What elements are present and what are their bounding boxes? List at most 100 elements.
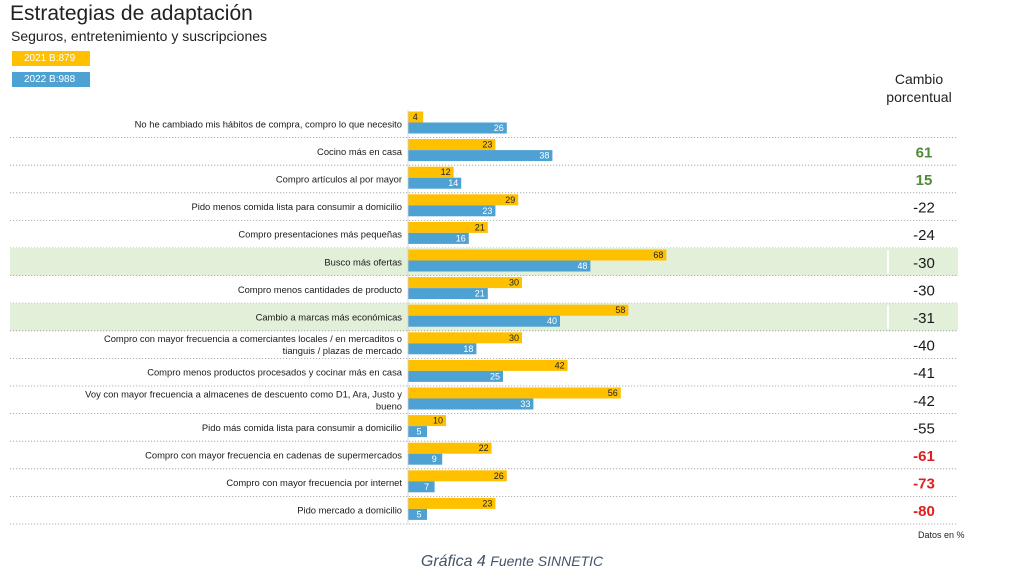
bar-2021 xyxy=(408,415,446,427)
bar-2022 xyxy=(408,343,477,355)
change-value: -73 xyxy=(913,476,935,493)
legend-item-2022: 2022 B:988 xyxy=(12,72,90,87)
category-label: Compro con mayor frecuencia en cadenas d… xyxy=(145,450,402,461)
change-value: -30 xyxy=(913,282,935,299)
category-label: Compro menos cantidades de producto xyxy=(238,284,402,295)
data-label-2021: 42 xyxy=(555,360,565,370)
category-label: Pido menos comida lista para consumir a … xyxy=(191,201,402,212)
bar-2022 xyxy=(408,288,488,300)
change-value: -41 xyxy=(913,365,935,382)
bar-2021 xyxy=(408,442,492,454)
data-label-2021: 29 xyxy=(505,195,515,205)
bar-2021 xyxy=(408,387,621,399)
data-label-2022: 33 xyxy=(520,399,530,409)
data-label-2022: 9 xyxy=(432,454,437,464)
change-value: -22 xyxy=(913,200,935,217)
data-label-2021: 12 xyxy=(441,167,451,177)
bar-2021 xyxy=(408,111,424,123)
bar-2021 xyxy=(408,194,519,206)
change-value: -80 xyxy=(913,503,935,520)
bar-2022 xyxy=(408,453,443,465)
bar-2022 xyxy=(408,370,503,382)
data-label-2022: 40 xyxy=(547,316,557,326)
caption-source: Fuente SINNETIC xyxy=(490,553,604,569)
bar-2021 xyxy=(408,277,522,289)
category-label: Voy con mayor frecuencia a almacenes de … xyxy=(85,388,402,411)
chart-subtitle: Seguros, entretenimiento y suscripciones xyxy=(11,28,268,44)
category-label: Compro con mayor frecuencia por internet xyxy=(226,477,402,488)
change-value: 61 xyxy=(916,144,933,161)
data-label-2022: 26 xyxy=(494,123,504,133)
data-label-2022: 16 xyxy=(456,233,466,243)
data-label-2022: 23 xyxy=(482,206,492,216)
bar-2022 xyxy=(408,122,507,134)
category-label: No he cambiado mis hábitos de compra, co… xyxy=(135,118,402,129)
change-header-line-1: Cambio xyxy=(894,71,944,87)
change-value: 15 xyxy=(916,172,933,189)
change-value: -30 xyxy=(913,255,935,272)
data-label-2021: 10 xyxy=(433,416,443,426)
figure-caption: Gráfica 4 Fuente SINNETIC xyxy=(0,553,1024,571)
data-label-2021: 68 xyxy=(653,250,663,260)
category-label: Pido mercado a domicilio xyxy=(297,505,402,516)
bar-2022 xyxy=(408,232,469,244)
category-label: Compro presentaciones más pequeñas xyxy=(238,229,402,240)
bar-2021 xyxy=(408,470,507,482)
category-label: Compro artículos al por mayor xyxy=(276,174,402,185)
bar-2021 xyxy=(408,249,667,261)
data-label-2021: 58 xyxy=(615,305,625,315)
data-label-2022: 48 xyxy=(577,261,587,271)
bar-2021 xyxy=(408,304,629,316)
chart-title: Estrategias de adaptación xyxy=(10,2,253,25)
bar-2022 xyxy=(408,315,560,327)
data-label-2021: 21 xyxy=(475,222,485,232)
data-label-2021: 22 xyxy=(479,443,489,453)
bar-2022 xyxy=(408,260,591,272)
change-value: -55 xyxy=(913,420,935,437)
bar-2022 xyxy=(408,481,435,493)
bar-2022 xyxy=(408,426,427,438)
bar-2021 xyxy=(408,497,496,509)
bar-2021 xyxy=(408,139,496,151)
category-label: Compro con mayor frecuencia a comerciant… xyxy=(104,333,402,356)
bar-2022 xyxy=(408,205,496,217)
data-label-2021: 30 xyxy=(509,333,519,343)
bar-2021 xyxy=(408,166,454,178)
data-label-2022: 7 xyxy=(424,482,429,492)
change-value: -40 xyxy=(913,338,935,355)
data-label-2021: 56 xyxy=(608,388,618,398)
category-label: Cambio a marcas más económicas xyxy=(256,312,403,323)
bar-2022 xyxy=(408,150,553,162)
category-label: Busco más ofertas xyxy=(324,256,402,267)
change-value: -42 xyxy=(913,393,935,410)
change-value: -61 xyxy=(913,448,935,465)
data-label-2021: 4 xyxy=(413,112,418,122)
data-label-2021: 23 xyxy=(482,498,492,508)
data-label-2021: 23 xyxy=(482,140,492,150)
change-header-line-2: porcentual xyxy=(886,89,952,105)
caption-main: Gráfica 4 xyxy=(420,553,486,570)
data-label-2022: 5 xyxy=(416,427,421,437)
footnote: Datos en % xyxy=(918,530,965,540)
data-label-2021: 26 xyxy=(494,471,504,481)
bar-2021 xyxy=(408,359,568,371)
data-label-2021: 30 xyxy=(509,278,519,288)
legend-item-2021: 2021 B:879 xyxy=(12,51,90,66)
bar-2022 xyxy=(408,398,534,410)
bar-2022 xyxy=(408,177,462,189)
bar-2022 xyxy=(408,508,427,520)
category-label: Pido más comida lista para consumir a do… xyxy=(202,422,402,433)
data-label-2022: 14 xyxy=(448,178,458,188)
data-label-2022: 38 xyxy=(539,151,549,161)
category-label: Cocino más en casa xyxy=(317,146,403,157)
category-label: Compro menos productos procesados y coci… xyxy=(147,367,403,378)
data-label-2022: 25 xyxy=(490,371,500,381)
change-header: Cambio porcentual xyxy=(880,70,958,106)
data-label-2022: 21 xyxy=(475,289,485,299)
data-label-2022: 18 xyxy=(463,344,473,354)
change-value: -31 xyxy=(913,310,935,327)
bar-2021 xyxy=(408,221,488,233)
change-value: -24 xyxy=(913,227,935,244)
bar-2021 xyxy=(408,332,522,344)
